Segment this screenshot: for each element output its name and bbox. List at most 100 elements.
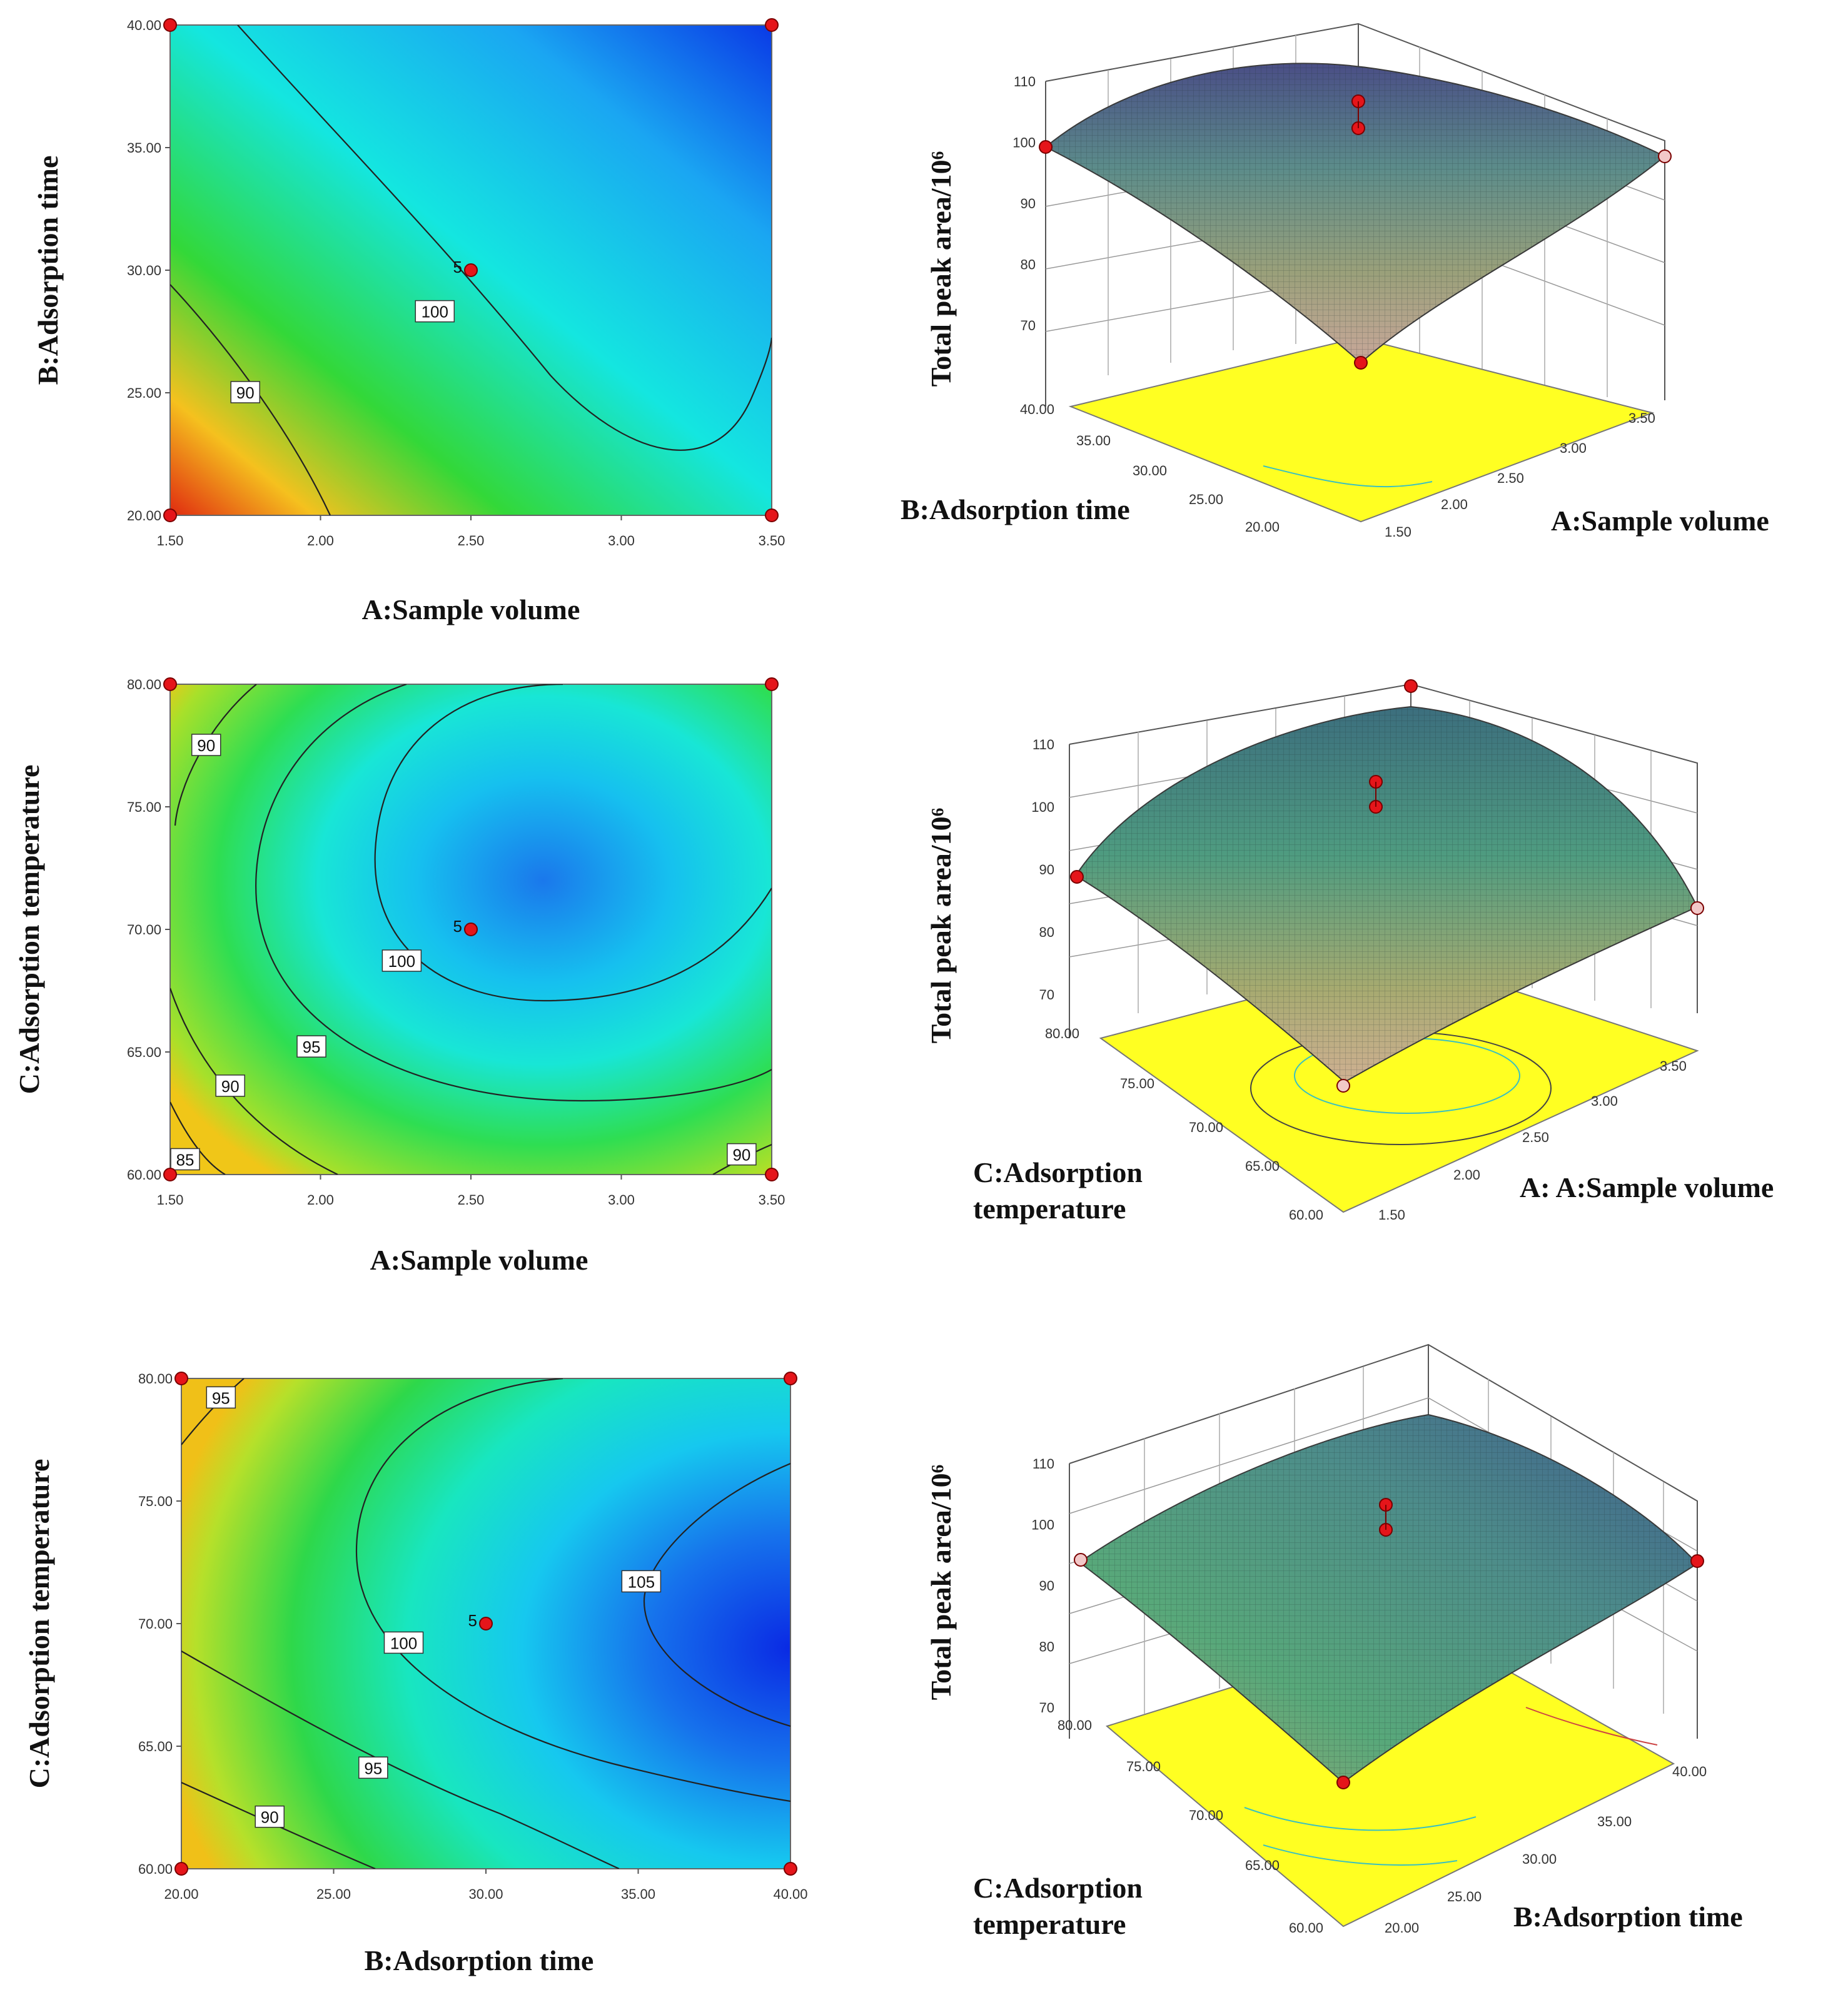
svg-text:100: 100 xyxy=(388,952,415,971)
left-axis-tick-label: 40.00 xyxy=(1020,402,1054,417)
left-axis-tick-label: 25.00 xyxy=(1189,492,1223,507)
y-tick-label: 80.00 xyxy=(138,1371,173,1387)
contour-level-label: 90 xyxy=(230,381,260,403)
z-tick-label: 90 xyxy=(1039,862,1054,877)
x-tick-label: 3.50 xyxy=(759,1192,785,1208)
svg-text:95: 95 xyxy=(212,1388,230,1407)
left-axis-tick-label: 75.00 xyxy=(1126,1759,1161,1774)
design-points-3d xyxy=(1074,1498,1704,1789)
svg-text:105: 105 xyxy=(628,1572,655,1591)
z-tick-label: 80 xyxy=(1021,257,1036,273)
design-point xyxy=(1074,1553,1088,1567)
left-axis-tick-label: 65.00 xyxy=(1245,1858,1280,1873)
design-point xyxy=(1690,1554,1704,1568)
surface-floor xyxy=(1068,336,1655,523)
y-tick-label: 75.00 xyxy=(138,1494,173,1509)
contour-line-90 xyxy=(170,988,338,1175)
response-surface xyxy=(1044,63,1666,364)
floor-contour xyxy=(1263,1844,1458,1866)
x-tick-label: 35.00 xyxy=(621,1886,655,1902)
design-point xyxy=(1354,356,1368,370)
contour-level-label: 100 xyxy=(381,949,422,972)
z-tick-label: 70 xyxy=(1039,1700,1054,1716)
y-tick-label: 40.00 xyxy=(127,18,161,33)
z-tick-label: 80 xyxy=(1039,1639,1054,1655)
design-points-3d xyxy=(1070,679,1704,1093)
left-axis-label: B:Adsorption time xyxy=(901,493,1130,525)
x-tick-label: 2.50 xyxy=(458,1192,485,1208)
design-point xyxy=(765,18,779,32)
x-tick-label: 3.50 xyxy=(759,533,785,549)
y-axis-label: C:Adsorption temperature xyxy=(23,1459,55,1789)
y-tick-label: 60.00 xyxy=(127,1167,161,1183)
right-axis-tick-label: 30.00 xyxy=(1522,1851,1557,1867)
left-axis-tick-label: 80.00 xyxy=(1058,1717,1092,1733)
contour-panel-bc: 95 105 100 95 90 20.00 25.00 30.00 35.00 40.00 60… xyxy=(23,1371,808,1976)
contour-level-label: 100 xyxy=(415,300,455,323)
floor-contour xyxy=(1263,465,1433,488)
z-tick-label: 90 xyxy=(1021,196,1036,211)
right-axis-tick-label: 20.00 xyxy=(1385,1920,1419,1936)
floor-contour xyxy=(1525,1707,1658,1746)
x-tick-label: 30.00 xyxy=(468,1886,503,1902)
svg-text:95: 95 xyxy=(303,1038,321,1056)
design-point xyxy=(464,923,478,936)
surface-panel-bc: 70 80 90 100 110 80.00 75.00 70.00 65.00 60.00 20… xyxy=(925,1343,1743,1940)
x-tick-label: 1.50 xyxy=(157,533,184,549)
right-axis-tick-label: 25.00 xyxy=(1447,1889,1482,1904)
right-axis-tick-label: 3.50 xyxy=(1660,1058,1687,1074)
y-tick-label: 70.00 xyxy=(127,922,161,938)
y-tick-label: 35.00 xyxy=(127,140,161,156)
right-axis-tick-label: 1.50 xyxy=(1378,1207,1405,1223)
x-tick-label: 2.00 xyxy=(307,533,334,549)
right-axis-tick-label: 3.00 xyxy=(1560,440,1587,456)
contour-level-label: 100 xyxy=(383,1631,424,1654)
design-points-3d xyxy=(1039,94,1672,370)
z-tick-label: 70 xyxy=(1021,318,1036,333)
x-tick-label: 1.50 xyxy=(157,1192,184,1208)
y-axis-label: C:Adsorption temperature xyxy=(13,765,45,1095)
z-tick-label: 100 xyxy=(1031,799,1054,815)
y-tick-label: 80.00 xyxy=(127,677,161,692)
design-point xyxy=(1404,679,1418,693)
contour-level-label: 95 xyxy=(296,1035,326,1058)
right-axis-tick-label: 40.00 xyxy=(1672,1764,1707,1779)
z-tick-label: 110 xyxy=(1033,737,1054,752)
design-point xyxy=(1658,149,1672,163)
z-tick-label: 70 xyxy=(1039,987,1054,1003)
x-axis-label: B:Adsorption time xyxy=(365,1944,594,1976)
y-tick-label: 65.00 xyxy=(138,1739,173,1754)
contour-panel-ab: 90 100 1.50 2.00 2.50 3.00 3.50 20.00 25.00 30.0… xyxy=(32,18,785,625)
left-axis-tick-label: 20.00 xyxy=(1245,519,1280,535)
contour-line-95 xyxy=(181,1651,620,1869)
contour-level-label: 95 xyxy=(206,1386,236,1409)
contour-line-90 xyxy=(181,1781,376,1869)
left-axis-label: C:Adsorption temperature xyxy=(973,1872,1143,1940)
center-replicate-label: 5 xyxy=(453,258,462,276)
center-replicate-label: 5 xyxy=(453,917,462,936)
contour-level-label: 85 xyxy=(170,1148,200,1171)
left-axis-tick-label: 60.00 xyxy=(1289,1207,1323,1223)
floor-contour xyxy=(1244,1807,1477,1831)
design-point xyxy=(784,1862,797,1876)
right-axis-label: A: A:Sample volume xyxy=(1520,1171,1774,1203)
z-tick-label: 110 xyxy=(1014,74,1036,89)
left-axis-tick-label: 70.00 xyxy=(1189,1120,1223,1135)
y-tick-label: 65.00 xyxy=(127,1044,161,1060)
left-axis-tick-label: 70.00 xyxy=(1189,1807,1223,1823)
contour-line-100 xyxy=(355,1378,790,1802)
left-axis-tick-label: 80.00 xyxy=(1045,1026,1079,1041)
contour-level-label: 90 xyxy=(727,1143,757,1166)
design-point xyxy=(163,508,177,522)
z-axis-label: Total peak area/10⁶ xyxy=(925,1465,957,1701)
contour-line-105 xyxy=(643,1462,790,1727)
design-point xyxy=(765,677,779,691)
right-axis-tick-label: 2.50 xyxy=(1497,470,1524,486)
design-point xyxy=(174,1862,188,1876)
right-axis-label: A:Sample volume xyxy=(1551,505,1769,537)
contour-level-label: 105 xyxy=(621,1570,662,1593)
y-tick-label: 70.00 xyxy=(138,1616,173,1632)
right-axis-tick-label: 35.00 xyxy=(1597,1814,1632,1829)
x-axis-label: A:Sample volume xyxy=(362,594,580,625)
z-tick-label: 80 xyxy=(1039,924,1054,940)
